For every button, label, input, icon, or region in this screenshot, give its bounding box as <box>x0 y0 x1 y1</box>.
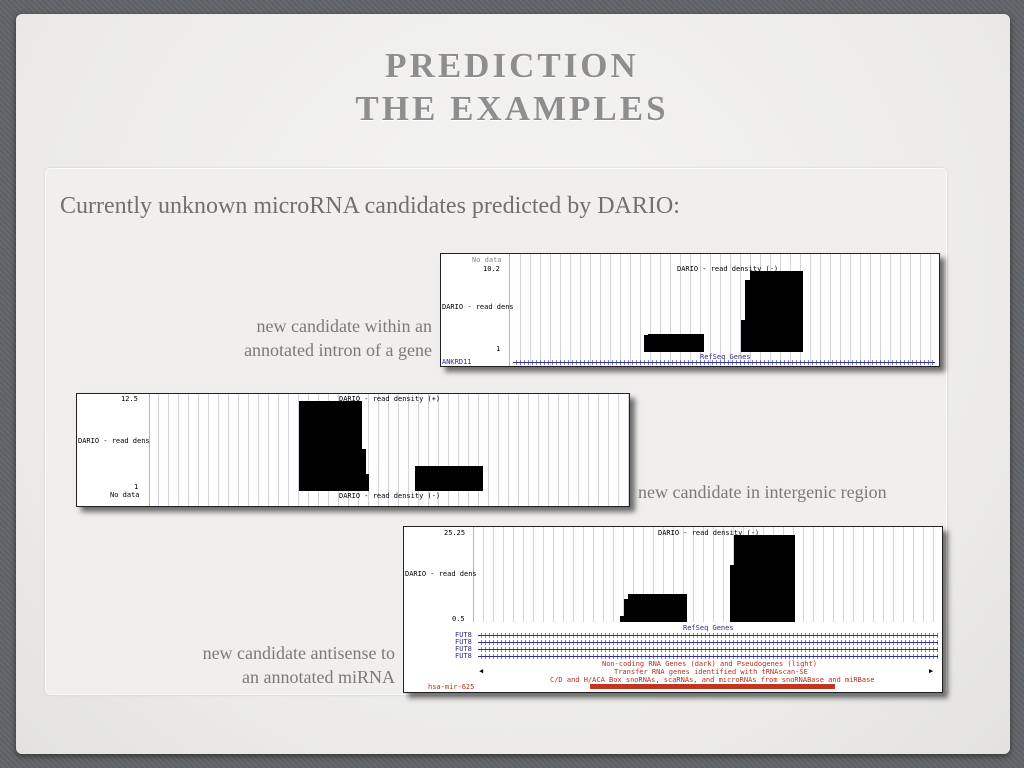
track-axis <box>509 254 510 366</box>
gene-name: FUT8 <box>455 638 472 646</box>
gene-name: ANKRD11 <box>442 358 472 366</box>
gene-line <box>478 654 938 659</box>
left-arrow-icon: ◀ <box>479 667 484 675</box>
slide-title-line1: PREDICTION <box>385 46 639 85</box>
example3-caption-line1: new candidate antisense to <box>202 643 395 663</box>
mirna-feature <box>590 684 835 689</box>
read-density-bar <box>741 320 745 352</box>
gene-name: FUT8 <box>455 645 472 653</box>
content-heading: Currently unknown microRNA candidates pr… <box>60 193 680 219</box>
read-density-bar <box>628 594 687 622</box>
read-density-bar <box>648 334 704 352</box>
trna-track-title: Transfer RNA genes identified with tRNAs… <box>614 668 808 676</box>
slide-title-line2: THE EXAMPLES <box>355 89 669 128</box>
track-title-plus: DARIO - read density (+) <box>339 395 441 403</box>
read-density-bar <box>734 535 795 622</box>
track-title: DARIO - read density (-) <box>677 265 779 273</box>
read-density-bar <box>745 280 750 352</box>
read-density-bar <box>362 449 366 491</box>
read-density-bar <box>730 565 734 622</box>
gene-track-title: RefSeq Genes <box>700 353 751 361</box>
read-density-bar <box>644 335 648 352</box>
gene-name: FUT8 <box>455 631 472 639</box>
read-density-bar <box>366 474 369 491</box>
right-arrow-icon: ▶ <box>929 667 934 675</box>
ncrna-track-title: Non-coding RNA Genes (dark) and Pseudoge… <box>602 660 817 668</box>
track-axis <box>473 527 474 622</box>
example3-caption: new candidate antisense to an annotated … <box>130 641 395 689</box>
read-density-bar <box>415 466 483 491</box>
nodata-label: No data <box>110 491 140 499</box>
snorna-track-title: C/D and H/ACA Box snoRNAs, scaRNAs, and … <box>550 676 875 684</box>
side-label: DARIO - read dens <box>405 570 477 578</box>
side-label: DARIO - read dens <box>442 303 514 311</box>
ymax-label: 12.5 <box>121 395 138 403</box>
gene-line <box>478 640 938 645</box>
track-axis <box>149 394 150 506</box>
gene-line <box>478 633 938 638</box>
ymax-label: 25.25 <box>444 529 466 537</box>
ymax-label: 10.2 <box>483 265 500 273</box>
example1-caption-line2: annotated intron of a gene <box>244 340 432 360</box>
example3-genome-track: 25.25 DARIO - read dens 0.5 DARIO - read… <box>403 526 943 693</box>
ymin-label: 1 <box>134 483 139 491</box>
read-density-bar <box>620 616 624 622</box>
example1-genome-track: No data 10.2 DARIO - read dens 1 DARIO -… <box>440 253 940 367</box>
example3-caption-line2: an annotated miRNA <box>242 667 395 687</box>
ymin-label: 0.5 <box>452 615 465 623</box>
nodata-label: No data <box>472 256 502 264</box>
gene-track-title: RefSeq Genes <box>683 624 734 632</box>
example1-caption: new candidate within an annotated intron… <box>160 314 432 362</box>
mirna-name: hsa-mir-625 <box>428 683 475 691</box>
track-title: DARIO - read density (-) <box>658 529 760 537</box>
example2-caption: new candidate in intergenic region <box>638 482 887 502</box>
gene-name: FUT8 <box>455 652 472 660</box>
ymin-label: 1 <box>496 345 501 353</box>
example1-caption-line1: new candidate within an <box>256 316 432 336</box>
track-grid <box>511 254 939 366</box>
track-grid <box>149 394 629 506</box>
read-density-bar <box>750 271 803 352</box>
read-density-bar <box>299 401 362 491</box>
track-grid <box>474 527 942 622</box>
gene-line <box>513 360 935 365</box>
read-density-bar <box>624 599 628 622</box>
side-label: DARIO - read dens <box>78 437 150 445</box>
track-title-minus: DARIO - read density (-) <box>339 492 441 500</box>
example2-genome-track: 12.5 DARIO - read dens 1 No data DARIO -… <box>76 393 630 507</box>
gene-line <box>478 647 938 652</box>
